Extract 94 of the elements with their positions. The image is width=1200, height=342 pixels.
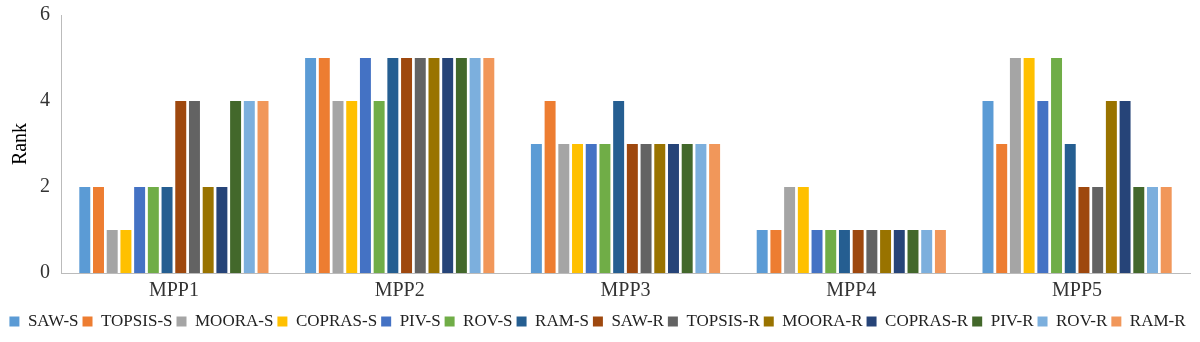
bar — [1105, 101, 1117, 273]
legend-label: COPRAS-S — [295, 310, 378, 330]
bar — [866, 230, 878, 273]
bar — [442, 58, 454, 273]
bar — [880, 230, 892, 273]
bar — [1023, 58, 1035, 273]
bar — [414, 58, 426, 273]
bar — [811, 230, 823, 273]
bar — [709, 144, 721, 273]
bar — [825, 230, 837, 273]
y-tick-label: 0 — [40, 260, 50, 283]
bar — [756, 230, 768, 273]
x-tick-label: MPP2 — [374, 278, 425, 301]
legend-label: TOPSIS-S — [101, 310, 173, 330]
bar — [428, 58, 440, 273]
legend-label: PIV-R — [990, 310, 1035, 330]
bar — [695, 144, 707, 273]
bar — [401, 58, 413, 273]
bar — [1009, 58, 1021, 273]
bar — [1160, 187, 1172, 273]
bar — [318, 58, 330, 273]
legend-label: ROV-R — [1056, 310, 1109, 330]
bar — [106, 230, 118, 273]
y-tick-label: 4 — [40, 88, 50, 111]
bar — [1092, 187, 1104, 273]
y-tick-label: 6 — [40, 2, 50, 25]
bar — [147, 187, 159, 273]
legend-label: ROV-S — [463, 310, 513, 330]
bar — [572, 144, 583, 273]
bar — [907, 230, 919, 273]
bar — [982, 101, 994, 273]
bar — [530, 144, 542, 273]
bar — [1133, 187, 1145, 273]
legend-label: MOORA-S — [195, 310, 274, 330]
legend-label: RAM-S — [535, 310, 589, 330]
bar — [332, 101, 344, 273]
bar — [188, 101, 200, 273]
bar — [243, 101, 255, 273]
bar — [373, 101, 385, 273]
bar — [1064, 144, 1076, 273]
legend-label: MOORA-R — [782, 310, 864, 330]
bar — [784, 187, 796, 273]
bar — [1078, 187, 1090, 273]
bar — [79, 187, 91, 273]
x-tick-label: MPP5 — [1052, 278, 1103, 301]
legend-label: COPRAS-R — [885, 310, 969, 330]
legend-label: SAW-R — [611, 310, 665, 330]
bar — [134, 187, 146, 273]
bar — [175, 101, 187, 273]
legend-label: TOPSIS-R — [686, 310, 761, 330]
bar — [640, 144, 652, 273]
bar — [852, 230, 864, 273]
bar — [770, 230, 782, 273]
bar — [668, 144, 679, 273]
bar — [455, 58, 467, 273]
bar — [387, 58, 399, 273]
bar — [996, 144, 1008, 273]
y-tick-label: 2 — [40, 174, 50, 197]
bar — [893, 230, 905, 273]
bar — [1119, 101, 1131, 273]
bar — [1051, 58, 1063, 273]
bar — [654, 144, 666, 273]
legend-label: PIV-S — [399, 310, 441, 330]
legend-label: RAM-R — [1129, 310, 1187, 330]
bar — [544, 101, 556, 273]
bar — [558, 144, 570, 273]
bar — [120, 230, 132, 273]
bar — [626, 144, 638, 273]
bar — [346, 101, 358, 273]
x-tick-label: MPP1 — [148, 278, 199, 301]
bar — [305, 58, 317, 273]
bar — [93, 187, 104, 273]
bar — [934, 230, 946, 273]
x-tick-label: MPP3 — [600, 278, 651, 301]
bar — [797, 187, 809, 273]
bar — [230, 101, 242, 273]
bar — [585, 144, 597, 273]
legend-label: SAW-S — [27, 310, 79, 330]
y-axis-title: Rank — [8, 122, 31, 166]
bar — [216, 187, 228, 273]
x-tick-label: MPP4 — [826, 278, 877, 301]
bar — [257, 101, 269, 273]
bar — [1147, 187, 1158, 273]
bar — [483, 58, 495, 273]
bar — [469, 58, 481, 273]
bar — [161, 187, 173, 273]
bar — [921, 230, 933, 273]
bar — [202, 187, 214, 273]
bar — [681, 144, 693, 273]
bar — [838, 230, 850, 273]
bar — [613, 101, 625, 273]
bar — [599, 144, 611, 273]
bar — [1037, 101, 1049, 273]
bar — [359, 58, 371, 273]
